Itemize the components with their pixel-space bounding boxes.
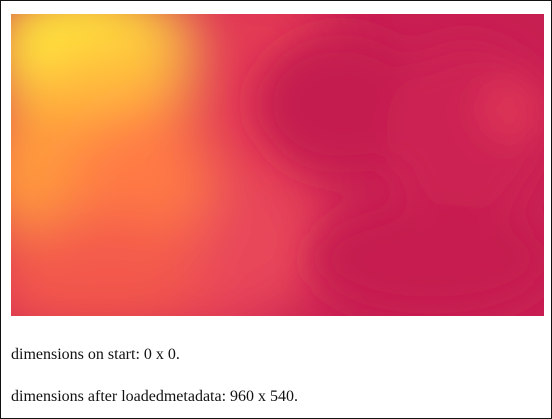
- dimensions-after-loadedmetadata-text: dimensions after loadedmetadata: 960 x 5…: [11, 388, 299, 405]
- video-player[interactable]: [11, 14, 544, 316]
- dimensions-on-start-text: dimensions on start: 0 x 0.: [11, 346, 180, 363]
- video-frame-image: [11, 14, 544, 316]
